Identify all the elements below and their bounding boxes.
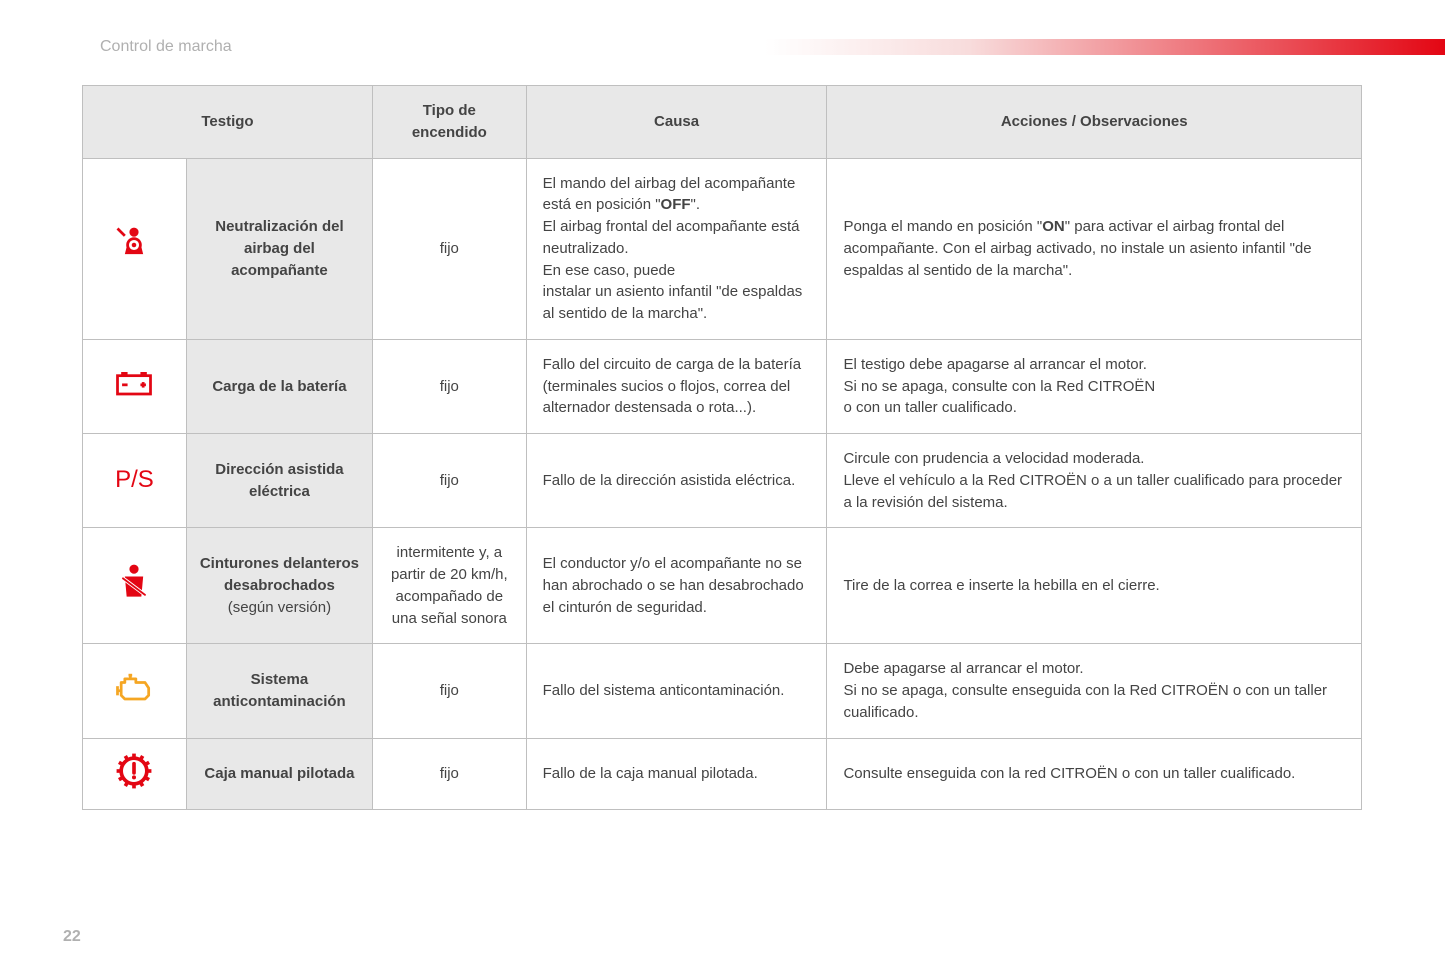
airbag-off-icon bbox=[112, 223, 156, 267]
table-row: Cinturones delanteros desabrochados (segú… bbox=[83, 528, 1362, 644]
table-row: Neutralización del airbag del acompañant… bbox=[83, 158, 1362, 339]
cause-cell: Fallo del sistema anticontaminación. bbox=[526, 644, 827, 738]
type-cell: fijo bbox=[373, 158, 527, 339]
warning-lights-table: Testigo Tipo de encendido Causa Acciones… bbox=[82, 85, 1362, 810]
gradient-bar bbox=[765, 39, 1445, 55]
table-row: Sistema anticontaminación fijoFallo del s… bbox=[83, 644, 1362, 738]
action-cell: Debe apagarse al arrancar el motor.Si no… bbox=[827, 644, 1362, 738]
header-testigo: Testigo bbox=[83, 86, 373, 159]
icon-cell bbox=[83, 339, 187, 433]
row-name: Caja manual pilotada bbox=[204, 765, 354, 782]
icon-cell bbox=[83, 644, 187, 738]
action-cell: El testigo debe apagarse al arrancar el … bbox=[827, 339, 1362, 433]
icon-cell bbox=[83, 528, 187, 644]
row-name: Cinturones delanteros desabrochados bbox=[200, 555, 359, 594]
action-cell: Ponga el mando en posición "ON" para act… bbox=[827, 158, 1362, 339]
icon-cell: P/S bbox=[83, 434, 187, 528]
row-name: Carga de la batería bbox=[212, 378, 346, 395]
row-name: Sistema anticontaminación bbox=[213, 671, 346, 710]
cause-cell: El mando del airbag del acompañante está… bbox=[526, 158, 827, 339]
action-cell: Tire de la correa e inserte la hebilla e… bbox=[827, 528, 1362, 644]
type-cell: fijo bbox=[373, 738, 527, 810]
type-cell: fijo bbox=[373, 434, 527, 528]
header-acciones: Acciones / Observaciones bbox=[827, 86, 1362, 159]
battery-icon bbox=[112, 361, 156, 405]
header-causa: Causa bbox=[526, 86, 827, 159]
name-cell: Caja manual pilotada bbox=[186, 738, 372, 810]
row-name: Neutralización del airbag del acompañant… bbox=[215, 218, 343, 279]
action-cell: Consulte enseguida con la red CITROËN o … bbox=[827, 738, 1362, 810]
action-cell: Circule con prudencia a velocidad modera… bbox=[827, 434, 1362, 528]
table-header-row: Testigo Tipo de encendido Causa Acciones… bbox=[83, 86, 1362, 159]
ps-text-icon: P/S bbox=[115, 466, 154, 493]
page-title: Control de marcha bbox=[100, 38, 232, 56]
cause-cell: El conductor y/o el acompañante no se ha… bbox=[526, 528, 827, 644]
type-cell: fijo bbox=[373, 339, 527, 433]
cause-cell: Fallo de la dirección asistida eléctrica… bbox=[526, 434, 827, 528]
table-row: Carga de la batería fijoFallo del circuit… bbox=[83, 339, 1362, 433]
icon-cell bbox=[83, 738, 187, 810]
page-number: 22 bbox=[63, 928, 81, 946]
cause-cell: Fallo del circuito de carga de la baterí… bbox=[526, 339, 827, 433]
name-cell: Dirección asistida eléctrica bbox=[186, 434, 372, 528]
engine-icon bbox=[112, 666, 156, 710]
icon-cell bbox=[83, 158, 187, 339]
header-tipo: Tipo de encendido bbox=[373, 86, 527, 159]
row-name-sub: (según versión) bbox=[228, 599, 331, 616]
table-row: P/S Dirección asistida eléctrica fijoFallo… bbox=[83, 434, 1362, 528]
name-cell: Carga de la batería bbox=[186, 339, 372, 433]
page-header: Control de marcha bbox=[100, 38, 1445, 56]
gear-warning-icon bbox=[112, 749, 156, 793]
type-cell: intermitente y, a partir de 20 km/h, aco… bbox=[373, 528, 527, 644]
name-cell: Sistema anticontaminación bbox=[186, 644, 372, 738]
name-cell: Cinturones delanteros desabrochados (segú… bbox=[186, 528, 372, 644]
type-cell: fijo bbox=[373, 644, 527, 738]
table-row: Caja manual pilotada fijoFallo de la caja… bbox=[83, 738, 1362, 810]
seatbelt-icon bbox=[112, 560, 156, 604]
name-cell: Neutralización del airbag del acompañant… bbox=[186, 158, 372, 339]
cause-cell: Fallo de la caja manual pilotada. bbox=[526, 738, 827, 810]
row-name: Dirección asistida eléctrica bbox=[215, 461, 343, 500]
